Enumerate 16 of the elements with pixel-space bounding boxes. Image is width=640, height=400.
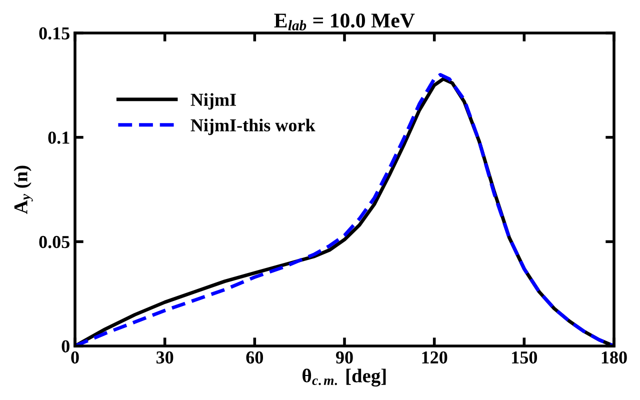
chart-title: E$_{lab}$ = 10.0 MeV [274, 13, 415, 30]
x-tick-label: 60 [246, 351, 264, 364]
x-tick-label: 90 [336, 351, 353, 364]
x-tick-label: 120 [422, 351, 448, 364]
x-tick-label: 150 [512, 351, 538, 364]
x-axis-title: θ$_{c.m.}$ [deg] [302, 368, 386, 387]
y-tick-label: 0.15 [39, 27, 70, 40]
y-tick-label: 0 [62, 340, 70, 352]
y-axis-title: A$_{y}$ (n) [14, 166, 33, 214]
y-tick-label: 0.1 [48, 132, 70, 144]
y-tick-label: 0.05 [39, 236, 70, 248]
legend-label: NijmI-this work [190, 118, 316, 136]
x-tick-label: 180 [602, 351, 627, 364]
legend-label: NijmI [190, 93, 236, 110]
x-tick-label: 0 [71, 351, 79, 364]
x-tick-label: 30 [156, 351, 174, 364]
